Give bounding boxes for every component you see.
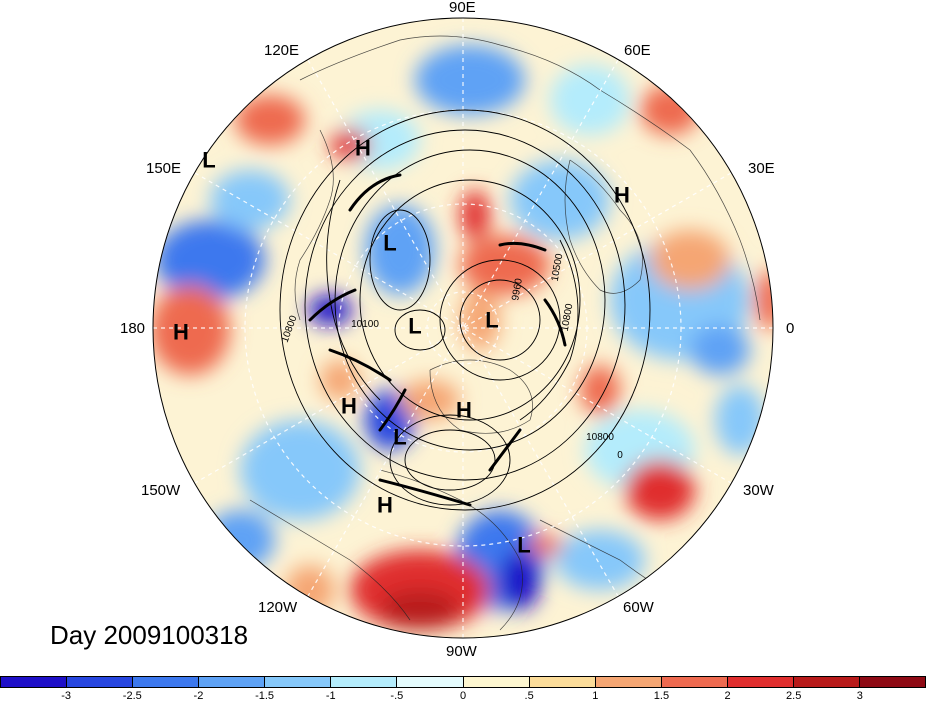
low-pressure-label: L <box>517 533 530 558</box>
lon-label-bottom: 90W <box>446 643 477 660</box>
lon-label-left: 180 <box>120 320 146 337</box>
colorbar-segment <box>397 677 464 687</box>
colorbar-tick-label: 2.5 <box>786 690 802 702</box>
colorbar <box>0 676 926 688</box>
low-pressure-label: L <box>393 425 406 450</box>
colorbar-segment <box>331 677 398 687</box>
low-pressure-label: L <box>408 314 421 339</box>
high-pressure-label: H <box>355 136 371 161</box>
colorbar-tick-label: -2 <box>193 690 204 702</box>
colorbar-segment <box>463 677 530 687</box>
high-pressure-label: H <box>456 398 472 423</box>
lon-label-lower-right: 60W <box>623 599 654 616</box>
colorbar-segment <box>529 677 596 687</box>
contour-label: 10800 <box>560 302 576 332</box>
lon-label-left-lower: 150W <box>141 482 181 499</box>
lon-label-lower-left: 120W <box>258 599 298 616</box>
high-pressure-label: H <box>614 183 630 208</box>
colorbar-tick-label: -.5 <box>390 690 404 702</box>
colorbar-tick-label: 1 <box>592 690 599 702</box>
low-pressure-label: L <box>485 308 498 333</box>
colorbar-tick-label: .5 <box>524 690 534 702</box>
colorbar-tick-label: -1 <box>325 690 336 702</box>
lon-label-left-upper: 150E <box>146 160 182 177</box>
anomaly-field <box>153 18 773 638</box>
contour-label: 10800 <box>586 432 614 443</box>
contour-label: 9960 <box>510 277 525 301</box>
colorbar-segment <box>793 677 861 687</box>
lon-label-upper-right: 60E <box>624 42 651 59</box>
high-pressure-label: H <box>341 394 357 419</box>
colorbar-segment <box>661 677 728 687</box>
colorbar-tick-label: 1.5 <box>653 690 670 702</box>
lon-label-right: 0 <box>786 320 795 337</box>
colorbar-segment <box>265 677 332 687</box>
colorbar-segment <box>67 677 134 687</box>
high-pressure-label: H <box>173 320 189 345</box>
colorbar-segment <box>860 677 926 687</box>
colorbar-labels: -3 -2.5 -2 -1.5 -1 -.5 0 .5 1 1.5 2 2.5 3 <box>0 690 928 702</box>
low-pressure-label: L <box>383 231 396 256</box>
colorbar-segment <box>133 677 200 687</box>
lon-label-top: 90E <box>449 0 476 16</box>
contour-label: 10500 <box>550 252 566 282</box>
lon-label-right-upper: 30E <box>748 160 775 177</box>
low-pressure-label: L <box>202 148 215 173</box>
high-pressure-label: H <box>377 493 393 518</box>
lon-label-upper-left: 120E <box>264 42 300 59</box>
colorbar-tick-label: 0 <box>459 690 467 702</box>
contour-label: 0 <box>617 450 623 461</box>
map-title: Day 2009100318 <box>50 620 249 650</box>
colorbar-tick-label: -1.5 <box>255 690 275 702</box>
map-boundary <box>152 17 774 639</box>
colorbar-tick-label: -2.5 <box>122 690 142 702</box>
pressure-center-group: H L L H L L H H L H H L <box>173 136 630 558</box>
colorbar-segment <box>1 677 68 687</box>
colorbar-segment <box>199 677 266 687</box>
lon-label-right-lower: 30W <box>743 482 774 499</box>
colorbar-segment <box>595 677 662 687</box>
colorbar-tick-label: 2 <box>724 690 731 702</box>
colorbar-tick-label: -3 <box>61 690 72 702</box>
colorbar-tick-label: 3 <box>856 690 863 702</box>
colorbar-segment <box>727 677 794 687</box>
contour-label: 10100 <box>351 319 379 330</box>
